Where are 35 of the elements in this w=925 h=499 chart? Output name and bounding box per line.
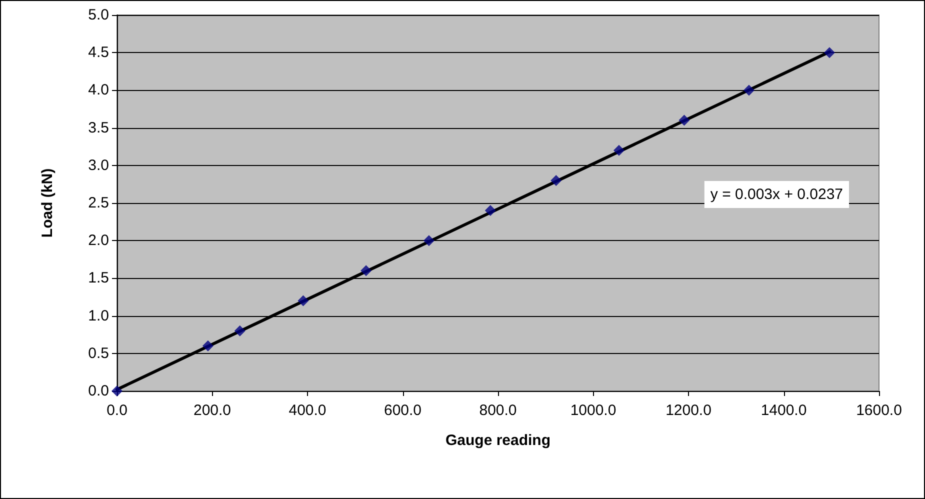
x-axis-title: Gauge reading	[445, 432, 551, 449]
point	[678, 114, 690, 126]
point	[360, 265, 372, 276]
y-tick-label: 1.5	[88, 270, 109, 287]
point	[743, 84, 754, 96]
y-axis-title: Load (kN)	[39, 168, 56, 238]
x-tick-label: 400.0	[288, 402, 326, 419]
y-tick-label: 3.5	[88, 119, 109, 136]
y-tick-label: 5.0	[88, 6, 109, 24]
point	[298, 295, 309, 306]
point	[550, 174, 562, 186]
y-tick-label: 1.0	[88, 307, 109, 324]
y-tick-label: 4.0	[88, 82, 109, 99]
x-tick-label: 600.0	[384, 402, 422, 419]
x-tick-label: 1000.0	[570, 402, 616, 419]
point	[484, 205, 496, 216]
point	[202, 340, 214, 352]
point	[234, 325, 246, 336]
y-tick-label: 0.5	[88, 344, 109, 362]
x-tick-label: 200.0	[193, 402, 232, 419]
x-tick-label: 1200.0	[666, 402, 712, 419]
y-tick-label: 2.5	[88, 194, 109, 212]
annotation: y = 0.003x + 0.0237	[710, 186, 844, 203]
point	[112, 386, 122, 396]
y-tick-label: 3.0	[88, 156, 109, 174]
point	[824, 47, 835, 58]
x-tick-label: 800.0	[479, 402, 517, 419]
x-tick-label: 0.0	[106, 402, 128, 419]
point	[423, 235, 434, 246]
y-tick-label: 0.0	[88, 382, 109, 400]
x-tick-label: 1400.0	[760, 402, 807, 419]
y-tick-label: 2.0	[88, 232, 109, 250]
y-tick-label: 4.5	[88, 44, 109, 62]
x-tick-label: 1600.0	[856, 402, 902, 419]
point	[613, 144, 624, 156]
